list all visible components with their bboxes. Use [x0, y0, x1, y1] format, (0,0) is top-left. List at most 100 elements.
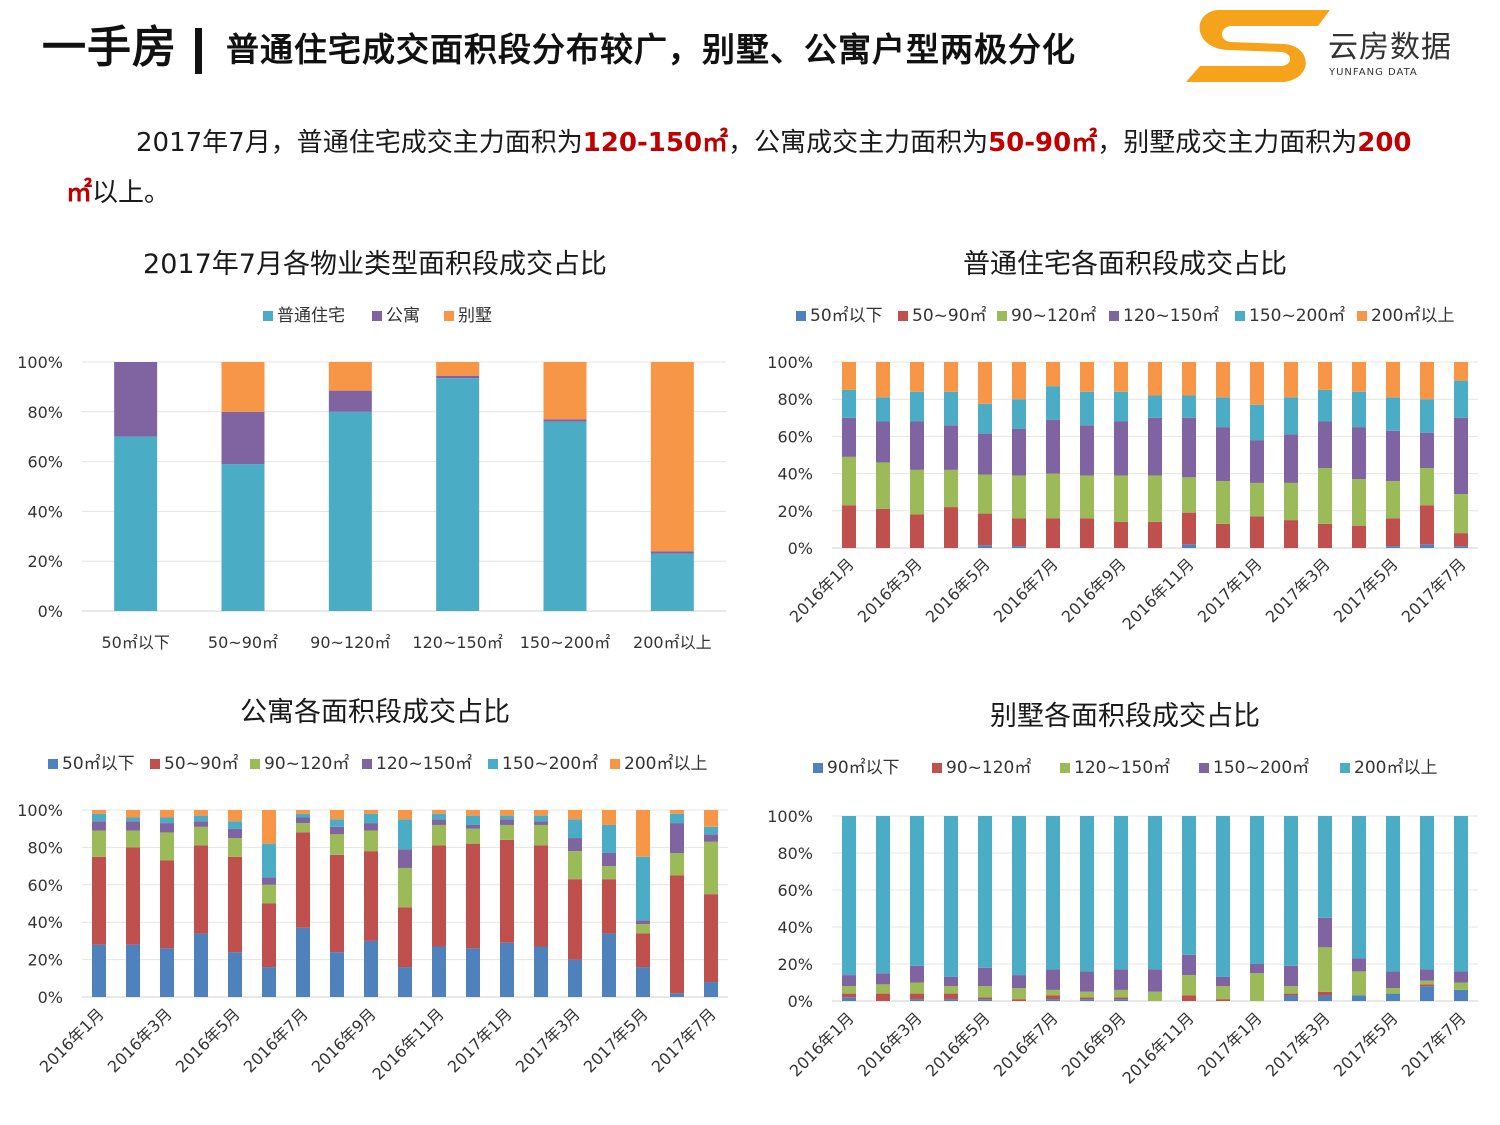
legend-label: 90~120㎡ [946, 758, 1031, 778]
legend-label: 150~200㎡ [502, 754, 598, 774]
bar-segment [221, 464, 265, 611]
bar-segment [1454, 816, 1468, 972]
bar-segment [842, 975, 856, 987]
chart-title: 2017年7月各物业类型面积段成交占比 [143, 249, 607, 280]
bar-segment [568, 838, 582, 852]
bar-segment [1114, 391, 1128, 422]
legend-swatch [610, 759, 620, 769]
bar-segment [876, 816, 890, 974]
bar-segment [534, 815, 548, 822]
bar-segment [1080, 518, 1094, 548]
bar-segment [1386, 988, 1400, 994]
bar-segment [262, 877, 276, 885]
legend-swatch [444, 311, 454, 321]
bar-segment [1182, 995, 1196, 1001]
x-tick-label: 2017年5月 [1330, 554, 1402, 626]
y-tick-label: 60% [777, 427, 813, 446]
legend-label: 200㎡以上 [1371, 306, 1454, 326]
bar-segment [543, 362, 587, 420]
bar-segment [1012, 362, 1026, 400]
bar-segment [1046, 362, 1060, 387]
x-tick-label: 2016年9月 [1058, 554, 1130, 626]
bar-segment [704, 841, 718, 895]
bar-segment [500, 810, 514, 816]
bar-segment [500, 815, 514, 820]
bar-segment [1012, 518, 1026, 547]
bar-segment [398, 810, 412, 820]
bar-segment [228, 821, 242, 829]
bar-segment [1352, 391, 1366, 428]
bar-segment [466, 948, 480, 997]
bar-segment [432, 819, 446, 825]
summary-text: 2017年7月，普通住宅成交主力面积为120-150㎡，公寓成交主力面积为50-… [66, 118, 1426, 218]
bar-segment [910, 514, 924, 548]
bar-segment [910, 816, 924, 966]
legend-label: 普通住宅 [277, 306, 345, 326]
legend-label: 200㎡以上 [1354, 758, 1437, 778]
bar-segment [432, 824, 446, 846]
bar-segment [126, 847, 140, 945]
bar-segment [1386, 362, 1400, 398]
legend-swatch [263, 311, 273, 321]
bar-segment [534, 845, 548, 947]
bar-segment [876, 984, 890, 994]
bar-segment [328, 362, 372, 391]
y-tick-label: 0% [38, 988, 63, 1007]
bar-segment [194, 821, 208, 827]
bar-segment [650, 362, 694, 552]
bar-segment [114, 436, 158, 611]
x-tick-label: 2016年11月 [1119, 554, 1198, 633]
x-tick-label: 2017年5月 [1330, 1008, 1402, 1080]
bar-segment [670, 875, 684, 994]
x-tick-label: 2017年7月 [1398, 1008, 1470, 1080]
bar-segment [1216, 816, 1230, 977]
bar-segment [432, 810, 446, 814]
y-tick-label: 100% [767, 353, 813, 372]
bar-segment [978, 986, 992, 998]
bar-segment [262, 810, 276, 844]
bar-segment [1454, 546, 1468, 548]
chart-apartment-share: 公寓各面积段成交占比 50㎡以下 50~90㎡ 90~120㎡ 120~150㎡ 150~… [0, 683, 750, 1125]
bar-segment [1012, 399, 1026, 429]
legend-swatch [1199, 763, 1209, 773]
bar-segment [876, 973, 890, 985]
bar-segment [944, 986, 958, 994]
x-tick-label: 2016年1月 [786, 554, 858, 626]
bar-segment [670, 813, 684, 824]
legend-swatch [796, 311, 806, 321]
bar-segment [296, 813, 310, 818]
bar-segment [1420, 984, 1434, 987]
bar-segment [466, 815, 480, 825]
bar-segment [1386, 816, 1400, 972]
bar-segment [1148, 417, 1162, 476]
bar-segment [398, 967, 412, 997]
bar-segment [876, 462, 890, 509]
legend-swatch [372, 311, 382, 321]
bar-segment [1352, 479, 1366, 526]
bar-segment [543, 421, 587, 611]
y-tick-label: 80% [777, 390, 813, 409]
legend-label: 120~150㎡ [1123, 306, 1219, 326]
bar-segment [228, 828, 242, 839]
bar-segment [1420, 980, 1434, 985]
y-tick-label: 80% [27, 403, 63, 422]
legend-label: 90~120㎡ [1011, 306, 1096, 326]
bar-segment [194, 815, 208, 822]
bar-segment [1284, 993, 1298, 996]
bar-segment [978, 362, 992, 404]
bar-segment [228, 838, 242, 857]
bar-segment [1182, 544, 1196, 548]
bar-segment [1148, 816, 1162, 970]
chart-title: 别墅各面积段成交占比 [990, 701, 1260, 732]
legend-swatch [898, 311, 908, 321]
x-tick-label: 90~120㎡ [310, 633, 390, 652]
x-tick-label: 2016年3月 [854, 1008, 926, 1080]
bar-segment [1250, 362, 1264, 405]
bar-segment [704, 826, 718, 835]
bar-segment [228, 810, 242, 822]
x-tick-label: 2017年7月 [1398, 554, 1470, 626]
bar-segment [910, 999, 924, 1001]
summary-highlight-3: 200㎡ [66, 128, 1412, 208]
bar-segment [534, 824, 548, 846]
